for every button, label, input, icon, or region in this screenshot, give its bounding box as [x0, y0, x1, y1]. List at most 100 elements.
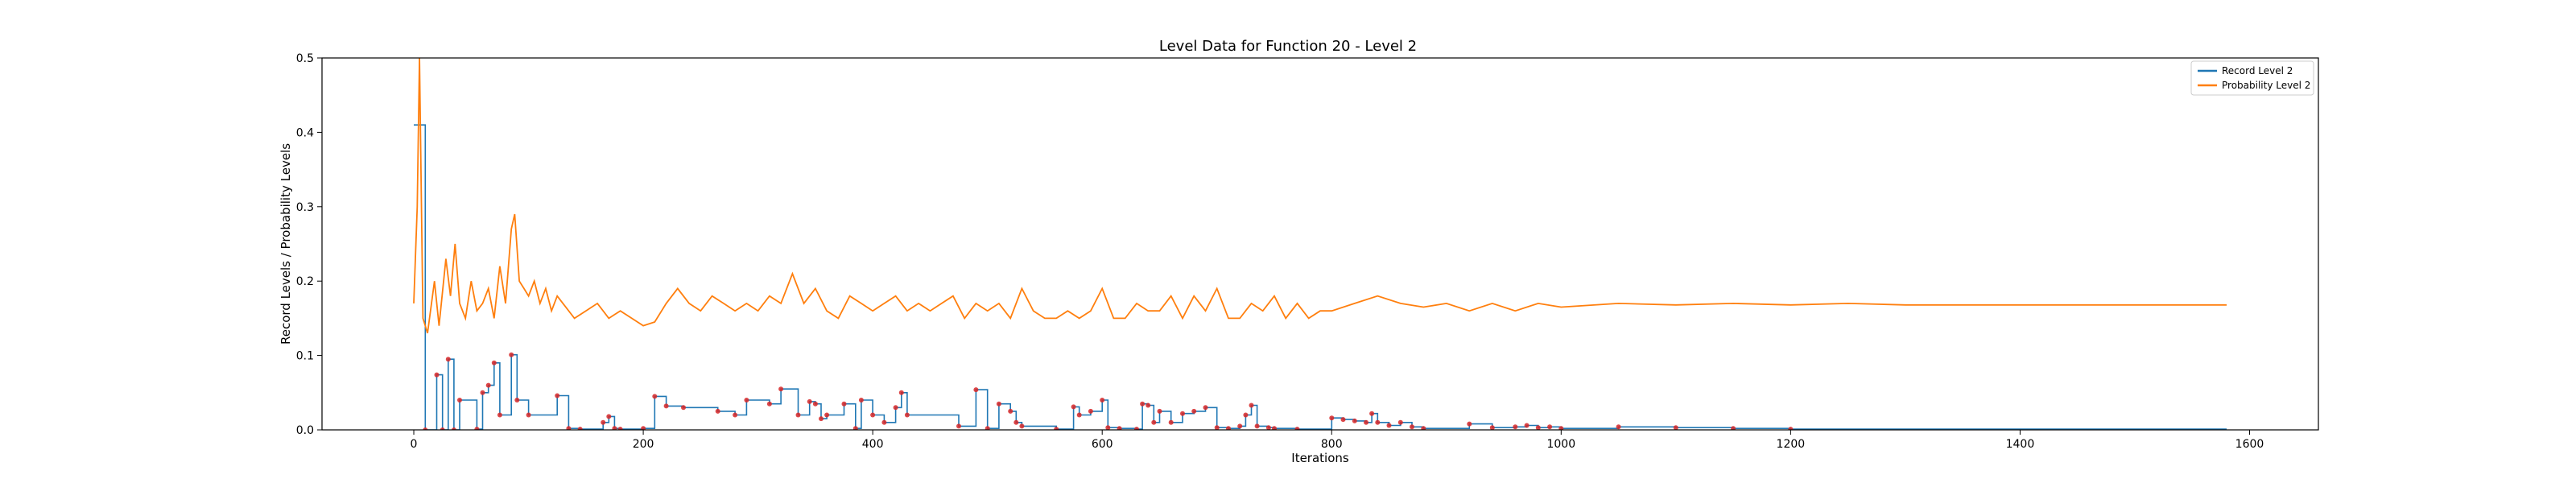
record-point	[1054, 427, 1059, 430]
record-point	[1364, 419, 1368, 425]
record-point	[451, 427, 456, 430]
record-point	[1076, 412, 1082, 418]
record-point	[1237, 423, 1243, 429]
record-point	[893, 405, 898, 411]
record-point	[485, 382, 491, 388]
record-point	[852, 426, 858, 430]
record-point	[1369, 411, 1375, 416]
chart-title: Level Data for Function 20 - Level 2	[1159, 38, 1417, 55]
x-tick-label: 1000	[1546, 438, 1575, 451]
record-point	[457, 398, 462, 402]
axes-frame	[321, 57, 2319, 431]
y-tick-label: 0.3	[296, 201, 314, 214]
record-point	[795, 412, 801, 418]
record-point	[1272, 426, 1277, 430]
record-point	[514, 398, 520, 402]
record-point	[778, 386, 784, 392]
record-point	[601, 419, 606, 425]
record-point	[881, 419, 887, 425]
series-line-0	[414, 124, 2227, 430]
plot-area	[413, 58, 2227, 430]
x-tick-label: 0	[411, 438, 418, 451]
x-tick-label: 600	[1092, 438, 1113, 451]
record-point	[985, 426, 990, 430]
record-point	[445, 357, 451, 362]
record-point	[1788, 427, 1794, 430]
record-point	[841, 401, 847, 407]
record-point	[1467, 421, 1472, 427]
record-point	[1019, 423, 1025, 429]
record-point	[824, 412, 830, 418]
record-point	[1329, 415, 1335, 421]
record-point	[1008, 408, 1013, 414]
record-point	[1157, 408, 1162, 414]
record-point	[663, 403, 669, 409]
record-point	[1294, 427, 1300, 430]
record-point	[956, 423, 961, 429]
record-point	[1013, 419, 1019, 425]
record-point	[1100, 398, 1105, 402]
record-point	[973, 387, 979, 393]
record-point	[1731, 426, 1736, 430]
record-point	[434, 372, 440, 378]
record-point	[1243, 412, 1249, 418]
record-point	[1410, 424, 1414, 430]
record-point	[1397, 419, 1403, 425]
x-tick-label: 200	[633, 438, 654, 451]
record-point	[1151, 419, 1157, 425]
series-line-1	[413, 58, 2227, 334]
y-axis: 0.0 0.1 0.2 0.3 0.4 0.5	[296, 52, 322, 437]
y-tick-label: 0.4	[296, 126, 314, 139]
y-axis-label: Record Levels / Probability Levels	[279, 143, 293, 345]
y-tick-label: 0.2	[296, 275, 314, 288]
record-point	[1254, 423, 1260, 429]
x-tick-label: 1400	[2006, 438, 2035, 451]
record-point	[766, 401, 772, 407]
x-axis-label: Iterations	[1291, 451, 1349, 465]
record-point	[904, 412, 910, 418]
record-point	[1558, 426, 1564, 430]
record-point	[898, 390, 904, 395]
legend-label-record: Record Level 2	[2222, 65, 2293, 76]
record-point	[1249, 402, 1254, 408]
record-point	[566, 426, 572, 430]
record-point	[1071, 404, 1076, 410]
record-point	[1214, 425, 1220, 430]
record-point	[1616, 424, 1621, 430]
y-tick-label: 0.0	[296, 424, 314, 437]
record-point	[526, 412, 531, 418]
record-point	[1088, 408, 1093, 414]
record-point	[1524, 423, 1530, 428]
legend-label-probability: Probability Level 2	[2222, 80, 2310, 91]
record-point	[1265, 425, 1271, 430]
record-point	[1386, 423, 1392, 428]
record-point	[1134, 427, 1139, 430]
record-point	[744, 398, 749, 402]
record-point	[474, 427, 480, 430]
record-point	[812, 401, 818, 407]
record-point	[1673, 425, 1678, 430]
record-point	[509, 352, 514, 357]
record-point	[733, 412, 738, 418]
record-point	[1421, 426, 1426, 430]
x-tick-label: 1600	[2235, 438, 2264, 451]
legend-box	[2190, 60, 2314, 96]
record-point	[1140, 401, 1146, 407]
record-point	[440, 427, 445, 430]
record-point	[1547, 424, 1553, 430]
y-tick-label: 0.5	[296, 52, 314, 65]
record-point	[1191, 408, 1197, 414]
record-point	[1513, 424, 1518, 430]
record-point	[681, 405, 686, 411]
record-point	[612, 426, 617, 430]
record-point	[1352, 418, 1357, 423]
record-point	[1146, 402, 1151, 408]
y-tick-label: 0.1	[296, 350, 314, 363]
record-point	[1340, 417, 1346, 423]
x-tick-label: 1200	[1777, 438, 1806, 451]
record-point	[480, 390, 485, 395]
record-point	[715, 408, 720, 414]
x-tick-label: 800	[1321, 438, 1343, 451]
record-point	[497, 412, 502, 418]
record-point	[491, 360, 497, 365]
